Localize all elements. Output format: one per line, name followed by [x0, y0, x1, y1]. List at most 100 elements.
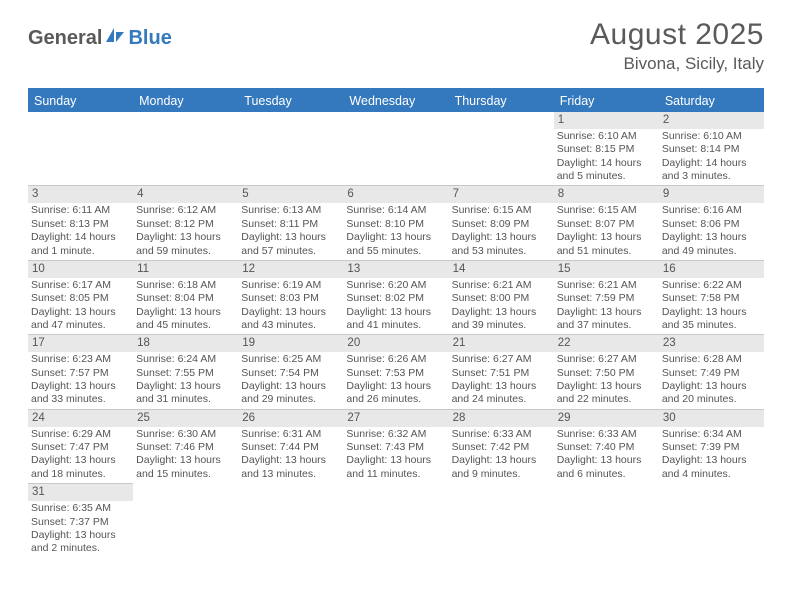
- day-d2: and 41 minutes.: [346, 319, 445, 332]
- day-details: Sunrise: 6:23 AMSunset: 7:57 PMDaylight:…: [28, 352, 133, 409]
- day-sr: Sunrise: 6:10 AM: [557, 130, 656, 143]
- day-d2: and 59 minutes.: [136, 245, 235, 258]
- day-ss: Sunset: 8:02 PM: [346, 292, 445, 305]
- day-ss: Sunset: 7:58 PM: [662, 292, 761, 305]
- day-number: 6: [343, 186, 448, 203]
- day-cell: 13Sunrise: 6:20 AMSunset: 8:02 PMDayligh…: [343, 260, 448, 334]
- day-ss: Sunset: 8:00 PM: [452, 292, 551, 305]
- empty-day-cell: [238, 112, 343, 185]
- day-number: 28: [449, 410, 554, 427]
- day-details: Sunrise: 6:15 AMSunset: 8:09 PMDaylight:…: [449, 203, 554, 260]
- day-details: Sunrise: 6:13 AMSunset: 8:11 PMDaylight:…: [238, 203, 343, 260]
- day-number: 24: [28, 410, 133, 427]
- empty-day-cell: [659, 483, 764, 557]
- day-d1: Daylight: 13 hours: [452, 454, 551, 467]
- day-sr: Sunrise: 6:29 AM: [31, 428, 130, 441]
- day-sr: Sunrise: 6:14 AM: [346, 204, 445, 217]
- day-details: Sunrise: 6:17 AMSunset: 8:05 PMDaylight:…: [28, 278, 133, 335]
- day-details: Sunrise: 6:21 AMSunset: 8:00 PMDaylight:…: [449, 278, 554, 335]
- day-details: Sunrise: 6:32 AMSunset: 7:43 PMDaylight:…: [343, 427, 448, 484]
- day-d1: Daylight: 13 hours: [557, 306, 656, 319]
- day-details: Sunrise: 6:10 AMSunset: 8:15 PMDaylight:…: [554, 129, 659, 186]
- day-cell: 8Sunrise: 6:15 AMSunset: 8:07 PMDaylight…: [554, 185, 659, 259]
- day-ss: Sunset: 8:10 PM: [346, 218, 445, 231]
- day-cell: 20Sunrise: 6:26 AMSunset: 7:53 PMDayligh…: [343, 334, 448, 408]
- day-ss: Sunset: 7:42 PM: [452, 441, 551, 454]
- day-number: 23: [659, 335, 764, 352]
- day-d2: and 5 minutes.: [557, 170, 656, 183]
- day-details: Sunrise: 6:28 AMSunset: 7:49 PMDaylight:…: [659, 352, 764, 409]
- day-sr: Sunrise: 6:10 AM: [662, 130, 761, 143]
- dow-tuesday: Tuesday: [238, 90, 343, 112]
- week-row: 17Sunrise: 6:23 AMSunset: 7:57 PMDayligh…: [28, 334, 764, 408]
- day-sr: Sunrise: 6:28 AM: [662, 353, 761, 366]
- day-number: 9: [659, 186, 764, 203]
- day-cell: 22Sunrise: 6:27 AMSunset: 7:50 PMDayligh…: [554, 334, 659, 408]
- day-d1: Daylight: 13 hours: [346, 380, 445, 393]
- day-sr: Sunrise: 6:26 AM: [346, 353, 445, 366]
- day-cell: 14Sunrise: 6:21 AMSunset: 8:00 PMDayligh…: [449, 260, 554, 334]
- dow-thursday: Thursday: [449, 90, 554, 112]
- day-details: Sunrise: 6:21 AMSunset: 7:59 PMDaylight:…: [554, 278, 659, 335]
- day-sr: Sunrise: 6:11 AM: [31, 204, 130, 217]
- day-details: Sunrise: 6:12 AMSunset: 8:12 PMDaylight:…: [133, 203, 238, 260]
- day-d1: Daylight: 14 hours: [662, 157, 761, 170]
- day-d2: and 20 minutes.: [662, 393, 761, 406]
- day-cell: 29Sunrise: 6:33 AMSunset: 7:40 PMDayligh…: [554, 409, 659, 483]
- day-cell: 7Sunrise: 6:15 AMSunset: 8:09 PMDaylight…: [449, 185, 554, 259]
- title-block: August 2025 Bivona, Sicily, Italy: [590, 18, 764, 74]
- day-d1: Daylight: 13 hours: [241, 231, 340, 244]
- day-details: Sunrise: 6:35 AMSunset: 7:37 PMDaylight:…: [28, 501, 133, 558]
- day-number: 7: [449, 186, 554, 203]
- day-sr: Sunrise: 6:18 AM: [136, 279, 235, 292]
- day-sr: Sunrise: 6:32 AM: [346, 428, 445, 441]
- week-row: 10Sunrise: 6:17 AMSunset: 8:05 PMDayligh…: [28, 260, 764, 334]
- month-title: August 2025: [590, 18, 764, 52]
- day-d1: Daylight: 13 hours: [241, 454, 340, 467]
- day-number: 11: [133, 261, 238, 278]
- day-details: Sunrise: 6:10 AMSunset: 8:14 PMDaylight:…: [659, 129, 764, 186]
- day-d1: Daylight: 13 hours: [662, 306, 761, 319]
- day-ss: Sunset: 8:14 PM: [662, 143, 761, 156]
- day-ss: Sunset: 7:40 PM: [557, 441, 656, 454]
- weeks-container: 1Sunrise: 6:10 AMSunset: 8:15 PMDaylight…: [28, 112, 764, 558]
- empty-day-cell: [343, 112, 448, 185]
- day-sr: Sunrise: 6:25 AM: [241, 353, 340, 366]
- day-number: 22: [554, 335, 659, 352]
- day-details: Sunrise: 6:18 AMSunset: 8:04 PMDaylight:…: [133, 278, 238, 335]
- day-ss: Sunset: 7:57 PM: [31, 367, 130, 380]
- day-cell: 11Sunrise: 6:18 AMSunset: 8:04 PMDayligh…: [133, 260, 238, 334]
- day-number: 21: [449, 335, 554, 352]
- day-d2: and 9 minutes.: [452, 468, 551, 481]
- day-d2: and 24 minutes.: [452, 393, 551, 406]
- calendar-grid: Sunday Monday Tuesday Wednesday Thursday…: [28, 88, 764, 558]
- day-d1: Daylight: 13 hours: [241, 306, 340, 319]
- day-number: 5: [238, 186, 343, 203]
- day-number: 13: [343, 261, 448, 278]
- day-details: Sunrise: 6:30 AMSunset: 7:46 PMDaylight:…: [133, 427, 238, 484]
- day-d2: and 13 minutes.: [241, 468, 340, 481]
- day-number: 2: [659, 112, 764, 129]
- day-details: Sunrise: 6:15 AMSunset: 8:07 PMDaylight:…: [554, 203, 659, 260]
- day-d2: and 3 minutes.: [662, 170, 761, 183]
- dow-sunday: Sunday: [28, 90, 133, 112]
- day-number: 16: [659, 261, 764, 278]
- day-number: 10: [28, 261, 133, 278]
- day-d1: Daylight: 13 hours: [31, 306, 130, 319]
- day-d1: Daylight: 14 hours: [31, 231, 130, 244]
- day-ss: Sunset: 8:11 PM: [241, 218, 340, 231]
- day-cell: 21Sunrise: 6:27 AMSunset: 7:51 PMDayligh…: [449, 334, 554, 408]
- day-d2: and 31 minutes.: [136, 393, 235, 406]
- day-d2: and 11 minutes.: [346, 468, 445, 481]
- day-of-week-header: Sunday Monday Tuesday Wednesday Thursday…: [28, 90, 764, 112]
- day-ss: Sunset: 7:51 PM: [452, 367, 551, 380]
- day-d2: and 37 minutes.: [557, 319, 656, 332]
- day-d2: and 18 minutes.: [31, 468, 130, 481]
- empty-day-cell: [343, 483, 448, 557]
- week-row: 1Sunrise: 6:10 AMSunset: 8:15 PMDaylight…: [28, 112, 764, 185]
- day-d1: Daylight: 13 hours: [557, 380, 656, 393]
- day-d2: and 43 minutes.: [241, 319, 340, 332]
- day-details: Sunrise: 6:33 AMSunset: 7:40 PMDaylight:…: [554, 427, 659, 484]
- empty-day-cell: [238, 483, 343, 557]
- logo-sail-icon: [104, 26, 126, 49]
